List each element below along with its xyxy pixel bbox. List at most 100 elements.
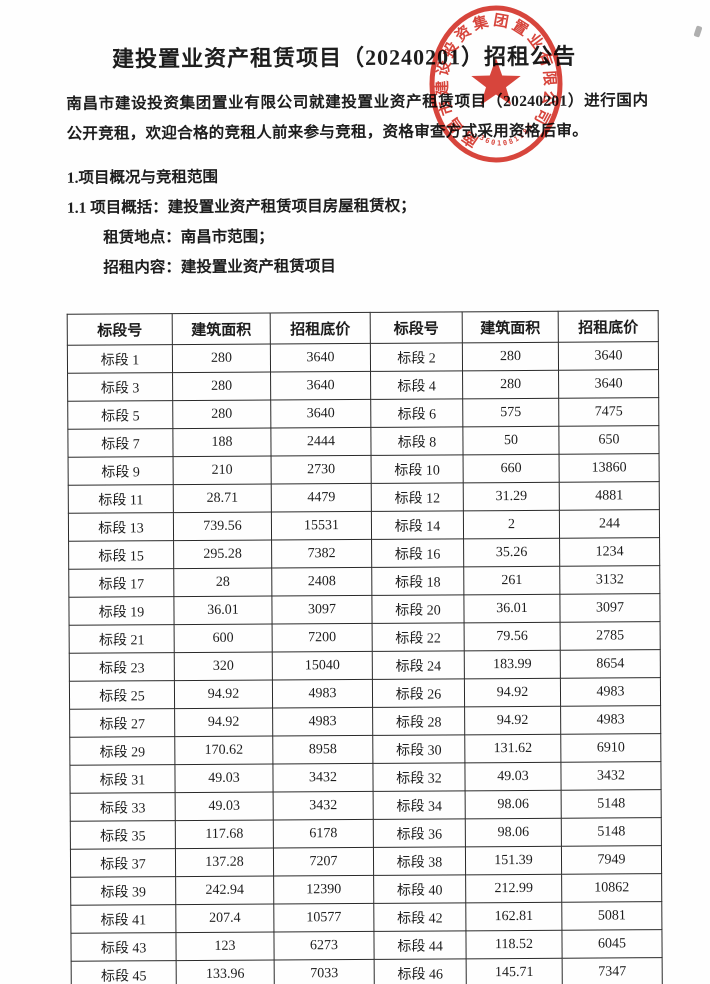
area-cell: 295.28 [173, 540, 272, 569]
item-lease-content: 招租内容：建投置业资产租赁项目 [103, 258, 336, 277]
lot-id-cell: 标段 34 [373, 790, 466, 820]
area-cell: 183.99 [464, 650, 561, 679]
lot-id-cell: 标段 27 [69, 708, 175, 738]
area-cell: 145.71 [466, 958, 563, 984]
intro-paragraph: 南昌市建设投资集团置业有限公司就建投置业资产租赁项目（20240201）进行国内… [66, 92, 649, 143]
item-lease-location: 租赁地点：南昌市范围； [103, 228, 274, 247]
price-cell: 3640 [270, 399, 371, 429]
area-cell: 2 [463, 510, 560, 539]
lot-id-cell: 标段 14 [371, 510, 464, 540]
lot-id-cell: 标段 37 [70, 848, 176, 878]
area-cell: 49.03 [175, 792, 274, 821]
page-title: 建投置业资产租赁项目（20240201）招租公告 [112, 43, 577, 72]
area-cell: 660 [463, 454, 560, 483]
lot-id-cell: 标段 1 [67, 344, 173, 374]
column-header: 标段号 [67, 313, 173, 346]
table-row: 标段 41 207.4 10577 标段 42 162.81 5081 [70, 901, 662, 934]
scan-artifact-speck [693, 25, 703, 38]
lot-id-cell: 标段 41 [70, 904, 176, 934]
lot-id-cell: 标段 11 [68, 484, 174, 514]
lot-id-cell: 标段 10 [371, 454, 464, 484]
lot-id-cell: 标段 13 [68, 512, 174, 542]
price-cell: 7475 [558, 397, 659, 427]
lot-id-cell: 标段 17 [68, 568, 174, 598]
price-cell: 3432 [273, 791, 374, 821]
table-header-row: 标段号 建筑面积 招租底价 标段号 建筑面积 招租底价 [67, 310, 659, 346]
column-header: 建筑面积 [462, 311, 559, 343]
lot-id-cell: 标段 3 [67, 372, 173, 402]
lot-id-cell: 标段 15 [68, 540, 174, 570]
price-cell: 5148 [561, 817, 662, 847]
area-cell: 94.92 [464, 678, 561, 707]
price-cell: 7949 [561, 845, 662, 875]
table-row: 标段 37 137.28 7207 标段 38 151.39 7949 [70, 845, 662, 878]
table-row: 标段 3 280 3640 标段 4 280 3640 [67, 369, 659, 402]
area-cell: 49.03 [464, 762, 562, 791]
area-cell: 188 [172, 428, 272, 457]
price-cell: 650 [558, 425, 660, 455]
table-row: 标段 35 117.68 6178 标段 36 98.06 5148 [70, 817, 662, 850]
price-cell: 10577 [273, 903, 374, 933]
area-cell: 98.06 [465, 818, 562, 847]
area-cell: 575 [462, 398, 559, 427]
price-cell: 2444 [270, 427, 372, 457]
price-cell: 8654 [560, 649, 661, 679]
area-cell: 31.29 [463, 482, 560, 511]
lot-id-cell: 标段 8 [370, 426, 464, 456]
lot-id-cell: 标段 24 [372, 650, 465, 680]
table-row: 标段 43 123 6273 标段 44 118.52 6045 [70, 929, 663, 962]
lot-id-cell: 标段 40 [373, 874, 466, 904]
area-cell: 739.56 [173, 512, 272, 541]
price-cell: 1234 [559, 537, 660, 567]
item-project-summary: 1.1 项目概括：建投置业资产租赁项目房屋租赁权； [66, 197, 416, 217]
area-cell: 131.62 [464, 734, 561, 763]
area-cell: 600 [174, 624, 273, 653]
area-cell: 151.39 [465, 846, 562, 875]
price-cell: 6273 [273, 931, 375, 961]
table-row: 标段 21 600 7200 标段 22 79.56 2785 [69, 621, 661, 654]
area-cell: 36.01 [463, 594, 561, 623]
lot-table-body: 标段 1 280 3640 标段 2 280 3640 标段 3 280 3640 标段 4 280… [67, 341, 663, 984]
price-cell: 3097 [559, 593, 661, 623]
table-row: 标段 27 94.92 4983 标段 28 94.92 4983 [69, 705, 661, 738]
table-row: 标段 17 28 2408 标段 18 261 3132 [68, 565, 660, 598]
price-cell: 4479 [271, 483, 372, 513]
area-cell: 94.92 [174, 680, 273, 709]
lot-id-cell: 标段 30 [372, 734, 465, 764]
area-cell: 280 [172, 344, 271, 373]
lot-id-cell: 标段 18 [371, 566, 464, 596]
lot-id-cell: 标段 12 [371, 482, 464, 512]
column-header: 招租底价 [558, 310, 659, 343]
area-cell: 35.26 [463, 538, 560, 567]
lot-id-cell: 标段 19 [68, 596, 175, 626]
area-cell: 280 [462, 342, 559, 371]
area-cell: 94.92 [464, 706, 561, 735]
price-cell: 4983 [272, 707, 373, 737]
price-cell: 6045 [561, 929, 663, 959]
price-cell: 15040 [272, 651, 373, 681]
lot-id-cell: 标段 33 [70, 792, 176, 822]
area-cell: 137.28 [175, 848, 274, 877]
price-cell: 2408 [271, 567, 372, 597]
area-cell: 170.62 [174, 736, 273, 765]
document-content: 建投置业资产租赁项目（20240201）招租公告 南昌市建设投资集团置业有限公司… [0, 38, 710, 984]
table-row: 标段 19 36.01 3097 标段 20 36.01 3097 [68, 593, 661, 626]
price-cell: 4983 [272, 679, 373, 709]
price-cell: 3640 [270, 371, 371, 401]
area-cell: 28.71 [173, 484, 272, 513]
lot-id-cell: 标段 21 [69, 624, 175, 654]
price-cell: 7347 [562, 957, 663, 984]
table-row: 标段 5 280 3640 标段 6 575 7475 [67, 397, 659, 430]
lot-id-cell: 标段 46 [374, 958, 467, 984]
table-row: 标段 33 49.03 3432 标段 34 98.06 5148 [70, 789, 662, 822]
area-cell: 162.81 [465, 902, 562, 931]
price-cell: 3097 [271, 595, 373, 625]
price-cell: 4983 [560, 705, 661, 735]
column-header: 招租底价 [270, 312, 371, 345]
lot-id-cell: 标段 7 [67, 428, 174, 458]
lot-id-cell: 标段 31 [69, 764, 176, 794]
table-row: 标段 31 49.03 3432 标段 32 49.03 3432 [69, 761, 662, 794]
lot-id-cell: 标段 38 [373, 846, 466, 876]
price-cell: 3640 [558, 341, 659, 371]
price-cell: 3432 [272, 763, 374, 793]
